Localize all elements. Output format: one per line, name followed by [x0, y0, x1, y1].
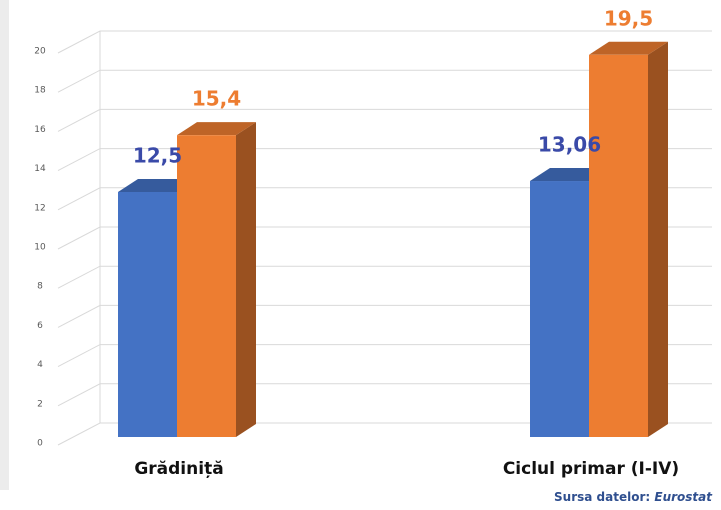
labels: 0 2 4 6 8 10 12 14 16 18 20 Grădiniță Ciclul primar …	[34, 6, 679, 479]
value-label: 15,4	[192, 87, 241, 111]
y-tick-label: 18	[34, 86, 46, 96]
value-label: 19,5	[604, 6, 653, 30]
y-tick-label: 0	[37, 439, 43, 449]
y-tick-label: 14	[34, 164, 46, 174]
value-label: 13,06	[538, 133, 601, 157]
y-tick-label: 2	[37, 399, 43, 409]
source: Sursa datelor: Eurostat	[554, 490, 713, 504]
value-label: 12,5	[133, 144, 182, 168]
bar-front	[118, 192, 177, 437]
y-tick-label: 4	[37, 360, 43, 370]
bar-top	[589, 41, 668, 55]
bars	[118, 41, 668, 438]
bar-side	[648, 41, 668, 438]
source-name: Eurostat	[654, 490, 713, 504]
y-tick-label: 10	[34, 243, 46, 253]
x-tick-label: Grădiniță	[134, 459, 223, 479]
y-tick-label: 16	[34, 125, 46, 135]
bar-front	[177, 135, 236, 437]
left-edge	[0, 0, 9, 490]
bar	[589, 41, 668, 438]
y-tick-label: 8	[37, 282, 43, 292]
bar-front	[589, 54, 648, 438]
y-tick-label: 6	[37, 321, 43, 331]
y-tick-label: 12	[34, 203, 45, 213]
bar-side	[236, 122, 256, 437]
source-label: Sursa datelor:	[554, 490, 650, 504]
bar-front	[530, 181, 589, 437]
x-tick-label: Ciclul primar (I-IV)	[503, 459, 679, 479]
bar-top	[177, 122, 256, 136]
grid	[57, 30, 712, 446]
y-tick-label: 20	[34, 47, 46, 57]
bar	[177, 122, 256, 437]
